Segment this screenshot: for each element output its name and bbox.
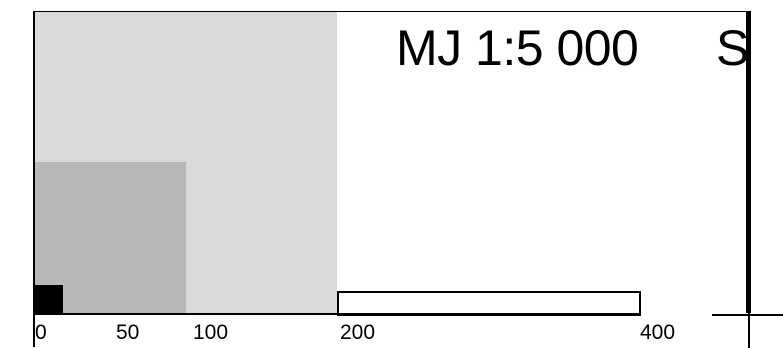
frame-top-line [33,11,750,12]
scale-bar-200-400 [337,291,641,316]
scale-tick-label: 400 [640,321,676,344]
scale-tick-label: 50 [116,321,140,344]
right-divider [746,11,751,313]
scale-tick-label: 100 [193,321,229,344]
scale-tick-label: 200 [340,321,376,344]
scale-tick-label: 0 [35,321,47,344]
scale-square-small [33,285,63,315]
scale-baseline [33,313,339,315]
map-scale-title: MJ 1:5 000 [396,20,639,76]
divider-tick [748,313,750,348]
north-label: S [716,20,750,76]
frame-left-line [33,11,35,347]
right-baseline [712,314,783,316]
